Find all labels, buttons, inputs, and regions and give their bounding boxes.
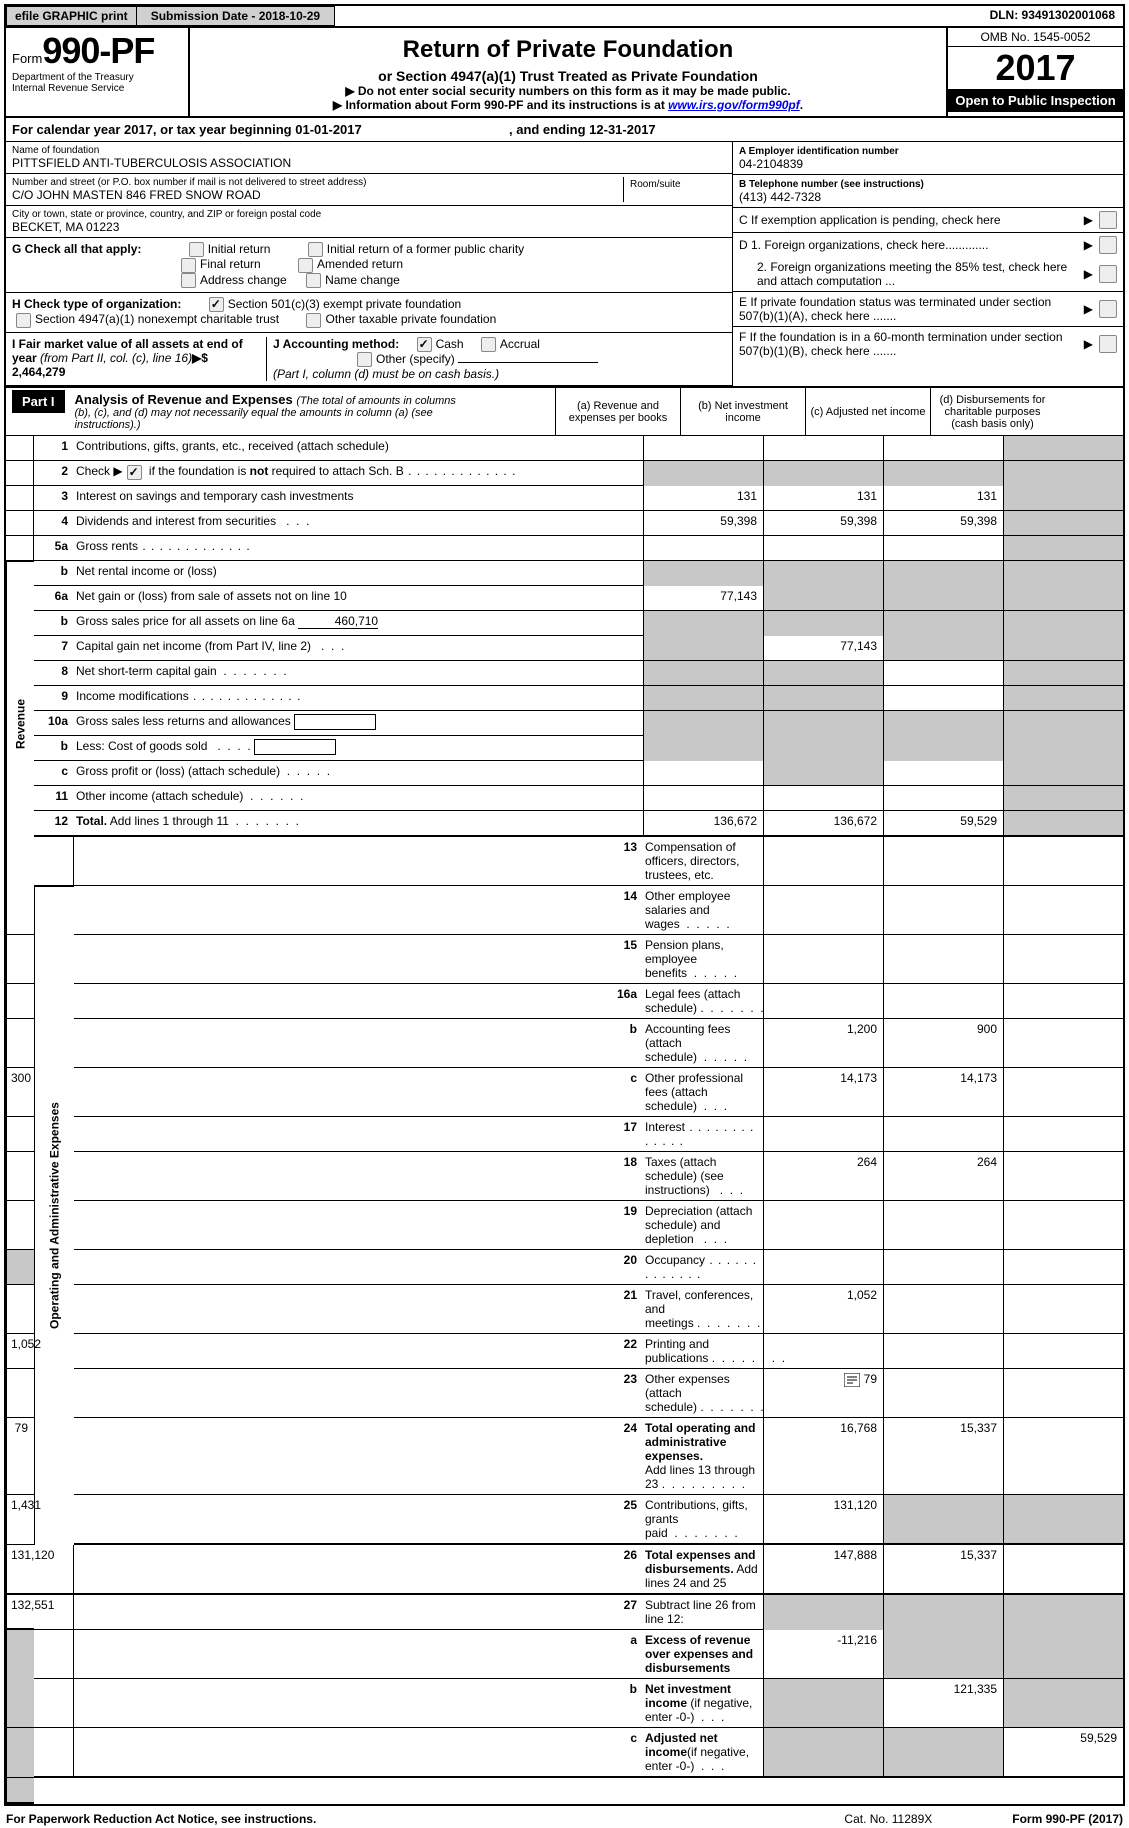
col-b-header: (b) Net investment income (680, 388, 805, 435)
col-a-header: (a) Revenue and expenses per books (555, 388, 680, 435)
final-return-checkbox[interactable] (181, 258, 196, 273)
col-d-header: (d) Disbursements for charitable purpose… (930, 388, 1054, 435)
paperwork-notice: For Paperwork Reduction Act Notice, see … (6, 1812, 316, 1826)
label-f: F If the foundation is in a 60-month ter… (739, 330, 1084, 358)
dept-treasury: Department of the Treasury (12, 72, 182, 83)
info-text: ▶ Information about Form 990-PF and its … (333, 98, 668, 112)
expenses-section-label: Operating and Administrative Expenses (34, 886, 74, 1545)
form-subtitle: or Section 4947(a)(1) Trust Treated as P… (196, 68, 940, 84)
initial-return-checkbox[interactable] (189, 242, 204, 257)
form-id-block: Form990-PF Department of the Treasury In… (6, 28, 190, 116)
foundation-name-cell: Name of foundation PITTSFIELD ANTI-TUBER… (6, 142, 732, 174)
line10b-input[interactable] (254, 739, 336, 755)
form-number: 990-PF (42, 30, 154, 71)
label-d1: D 1. Foreign organizations, check here..… (739, 238, 988, 252)
year-block: OMB No. 1545-0052 2017 Open to Public In… (946, 28, 1123, 116)
label-e: E If private foundation status was termi… (739, 295, 1084, 323)
irs-label: Internal Revenue Service (12, 83, 182, 94)
amended-return-checkbox[interactable] (298, 258, 313, 273)
instructions-link[interactable]: www.irs.gov/form990pf (668, 98, 800, 112)
arrow-icon: ▶ (1084, 302, 1093, 316)
top-bar: efile GRAPHIC print Submission Date - 20… (6, 6, 1123, 28)
accrual-checkbox[interactable] (481, 337, 496, 352)
attachment-icon[interactable] (844, 1373, 860, 1387)
box-d2-checkbox[interactable] (1099, 265, 1117, 283)
cash-checkbox[interactable] (417, 337, 432, 352)
4947a1-checkbox[interactable] (16, 313, 31, 328)
part1-header: Part I Analysis of Revenue and Expenses … (6, 386, 1123, 436)
other-method-checkbox[interactable] (357, 352, 372, 367)
city-cell: City or town, state or province, country… (6, 206, 732, 238)
box-e-checkbox[interactable] (1099, 300, 1117, 318)
open-to-public: Open to Public Inspection (948, 90, 1123, 112)
arrow-icon: ▶ (1084, 267, 1093, 281)
name-change-checkbox[interactable] (306, 273, 321, 288)
schb-checkbox[interactable] (127, 465, 142, 480)
label-c: C If exemption application is pending, c… (739, 213, 1001, 227)
revenue-section-label: Revenue (6, 561, 34, 886)
label-d2: 2. Foreign organizations meeting the 85%… (739, 260, 1084, 288)
phone: (413) 442-7328 (739, 190, 1117, 204)
identification-block: Name of foundation PITTSFIELD ANTI-TUBER… (6, 142, 1123, 386)
part1-grid: 1Contributions, gifts, grants, etc., rec… (6, 436, 1123, 1804)
other-taxable-checkbox[interactable] (306, 313, 321, 328)
box-g: G Check all that apply: Initial return I… (6, 238, 732, 293)
part1-label: Part I (12, 390, 65, 413)
box-d1-checkbox[interactable] (1099, 236, 1117, 254)
form-title: Return of Private Foundation (196, 36, 940, 64)
box-h: H Check type of organization: Section 50… (6, 293, 732, 333)
tax-year: 2017 (948, 47, 1123, 90)
catalog-number: Cat. No. 11289X (844, 1812, 932, 1826)
form-word: Form (12, 51, 42, 66)
label-a: A Employer identification number (739, 146, 899, 157)
calendar-year-row: For calendar year 2017, or tax year begi… (6, 118, 1123, 142)
submission-date: Submission Date - 2018-10-29 (136, 6, 335, 26)
arrow-icon: ▶ (1084, 213, 1093, 227)
form-container: efile GRAPHIC print Submission Date - 20… (4, 4, 1125, 1806)
box-f-checkbox[interactable] (1099, 335, 1117, 353)
501c3-checkbox[interactable] (209, 297, 224, 312)
form-title-block: Return of Private Foundation or Section … (190, 28, 946, 116)
ssn-warning: ▶ Do not enter social security numbers o… (196, 84, 940, 98)
efile-print-button[interactable]: efile GRAPHIC print (6, 6, 137, 26)
initial-return-former-checkbox[interactable] (308, 242, 323, 257)
line10a-input[interactable] (294, 714, 376, 730)
page-footer: For Paperwork Reduction Act Notice, see … (0, 1810, 1129, 1828)
col-c-header: (c) Adjusted net income (805, 388, 930, 435)
form-header: Form990-PF Department of the Treasury In… (6, 28, 1123, 118)
address-change-checkbox[interactable] (181, 273, 196, 288)
box-c-checkbox[interactable] (1099, 211, 1117, 229)
label-b: B Telephone number (see instructions) (739, 179, 924, 190)
arrow-icon: ▶ (1084, 238, 1093, 252)
box-ij: I Fair market value of all assets at end… (6, 333, 732, 387)
omb-number: OMB No. 1545-0052 (948, 28, 1123, 47)
ein: 04-2104839 (739, 157, 1117, 171)
arrow-icon: ▶ (1084, 337, 1093, 351)
dln: DLN: 93491302001068 (982, 6, 1123, 26)
address-cell: Number and street (or P.O. box number if… (6, 174, 732, 206)
